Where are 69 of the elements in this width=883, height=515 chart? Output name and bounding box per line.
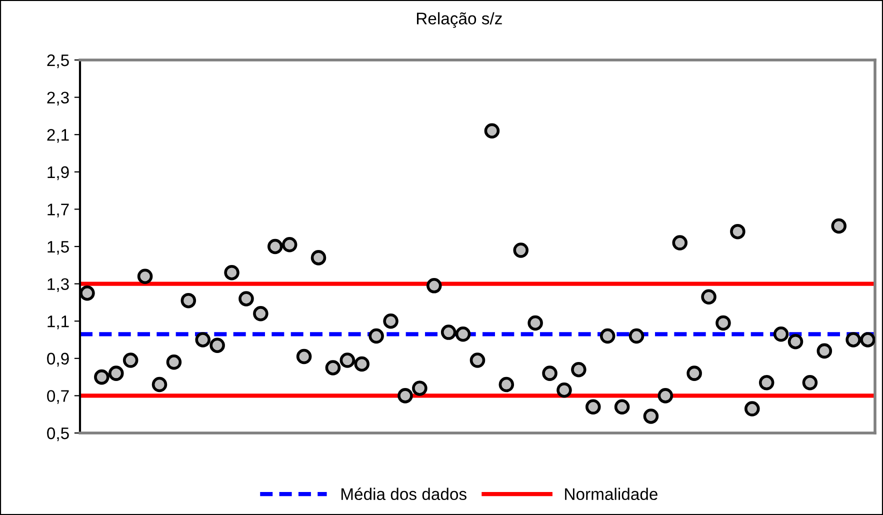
point [180, 292, 196, 308]
point [152, 376, 168, 392]
point [744, 401, 760, 416]
point [224, 264, 240, 280]
y-tick-label: 0,9 [47, 352, 69, 367]
y-tick-label: 1,7 [48, 204, 69, 218]
point [325, 360, 341, 376]
legend-label: Normalidade [565, 488, 658, 500]
point [80, 285, 95, 301]
y-tick-label: 0,5 [47, 427, 69, 442]
point [498, 376, 514, 392]
point [542, 366, 558, 381]
point [513, 242, 529, 258]
point [846, 332, 861, 348]
point [773, 326, 789, 342]
chart-title: Relação s/z [416, 12, 502, 28]
y-tick-label: 0,7 [47, 390, 69, 404]
point [658, 388, 674, 404]
legend-label: Média dos dados [341, 488, 466, 500]
point [701, 289, 716, 304]
point [585, 399, 601, 415]
point [310, 250, 326, 266]
point [296, 348, 312, 364]
point [368, 328, 384, 344]
y-tick-label: 2,3 [47, 92, 69, 106]
point [440, 324, 456, 340]
point [253, 306, 268, 322]
point [108, 366, 124, 381]
point [282, 236, 298, 252]
point [643, 408, 659, 424]
point [716, 315, 731, 331]
point [816, 343, 832, 359]
point [210, 338, 225, 353]
point [686, 366, 702, 381]
point [672, 235, 688, 250]
point [571, 362, 586, 378]
point [802, 375, 818, 390]
point [758, 375, 774, 390]
point [788, 334, 804, 350]
point [556, 382, 572, 398]
point [730, 224, 746, 240]
point [137, 268, 153, 284]
point [398, 388, 413, 404]
point [238, 291, 254, 306]
y-tick-label: 1,3 [48, 278, 69, 292]
point [484, 123, 500, 139]
point [426, 278, 442, 294]
point [94, 369, 110, 385]
y-tick-label: 1,9 [48, 166, 69, 180]
point [831, 218, 847, 234]
point [470, 352, 486, 368]
point [600, 328, 616, 344]
y-tick-label: 2,1 [47, 129, 69, 143]
point [122, 352, 138, 368]
point [528, 315, 543, 331]
point [166, 354, 182, 370]
y-tick-label: 2,5 [47, 54, 69, 68]
point [860, 332, 875, 348]
point [195, 332, 211, 348]
point [340, 352, 356, 368]
point [354, 356, 370, 372]
y-tick-label: 1,1 [48, 316, 69, 330]
point [614, 399, 630, 415]
point [383, 313, 398, 329]
point [628, 328, 644, 344]
point [267, 238, 283, 254]
point [455, 326, 471, 342]
point [412, 380, 428, 396]
y-tick-label: 1,5 [48, 241, 69, 255]
